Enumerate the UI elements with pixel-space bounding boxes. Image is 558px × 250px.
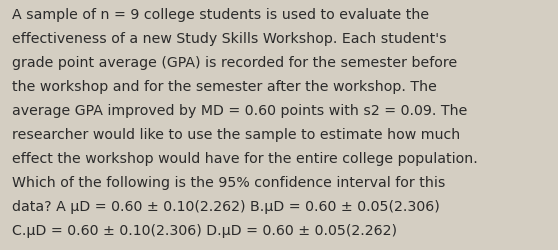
Text: A sample of n = 9 college students is used to evaluate the: A sample of n = 9 college students is us… xyxy=(12,8,430,22)
Text: effectiveness of a new Study Skills Workshop. Each student's: effectiveness of a new Study Skills Work… xyxy=(12,32,447,46)
Text: grade point average (GPA) is recorded for the semester before: grade point average (GPA) is recorded fo… xyxy=(12,56,458,70)
Text: C.μD = 0.60 ± 0.10(2.306) D.μD = 0.60 ± 0.05(2.262): C.μD = 0.60 ± 0.10(2.306) D.μD = 0.60 ± … xyxy=(12,224,397,237)
Text: the workshop and for the semester after the workshop. The: the workshop and for the semester after … xyxy=(12,80,437,94)
Text: data? A μD = 0.60 ± 0.10(2.262) B.μD = 0.60 ± 0.05(2.306): data? A μD = 0.60 ± 0.10(2.262) B.μD = 0… xyxy=(12,200,440,213)
Text: researcher would like to use the sample to estimate how much: researcher would like to use the sample … xyxy=(12,128,460,141)
Text: effect the workshop would have for the entire college population.: effect the workshop would have for the e… xyxy=(12,152,478,166)
Text: Which of the following is the 95% confidence interval for this: Which of the following is the 95% confid… xyxy=(12,176,446,190)
Text: average GPA improved by MD = 0.60 points with s2 = 0.09. The: average GPA improved by MD = 0.60 points… xyxy=(12,104,468,118)
